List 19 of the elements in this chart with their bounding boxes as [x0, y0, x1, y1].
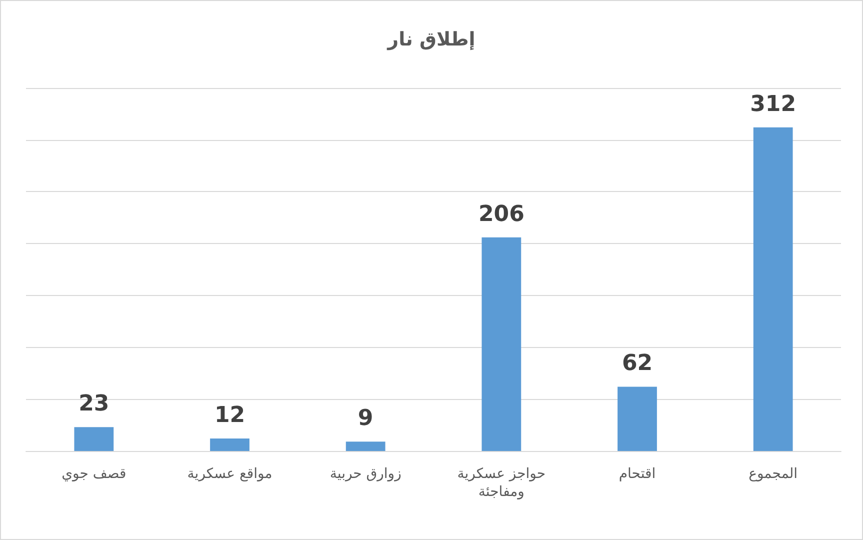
- data-label: 62: [622, 351, 653, 376]
- x-tick-label: حواجز عسكرية ومفاجئة: [457, 466, 546, 500]
- data-label: 12: [214, 403, 246, 428]
- data-label: 9: [358, 406, 374, 432]
- chart-title: إطلاق نار: [386, 28, 476, 50]
- x-tick-label: قصف جوي: [62, 466, 126, 482]
- x-tick-label: زوارق حربية: [330, 466, 402, 482]
- data-label: 23: [78, 392, 110, 417]
- x-tick-label: اقتحام: [618, 466, 656, 482]
- data-label: 206: [478, 202, 524, 227]
- bar: [618, 386, 657, 451]
- x-tick-label: المجموع: [748, 466, 798, 482]
- bar: [753, 127, 793, 451]
- bar: [346, 442, 386, 451]
- data-label: 312: [750, 92, 796, 117]
- bar: [74, 427, 114, 451]
- x-tick-label: مواقع عسكرية: [187, 466, 272, 482]
- bar: [210, 438, 250, 451]
- bar: [482, 237, 522, 451]
